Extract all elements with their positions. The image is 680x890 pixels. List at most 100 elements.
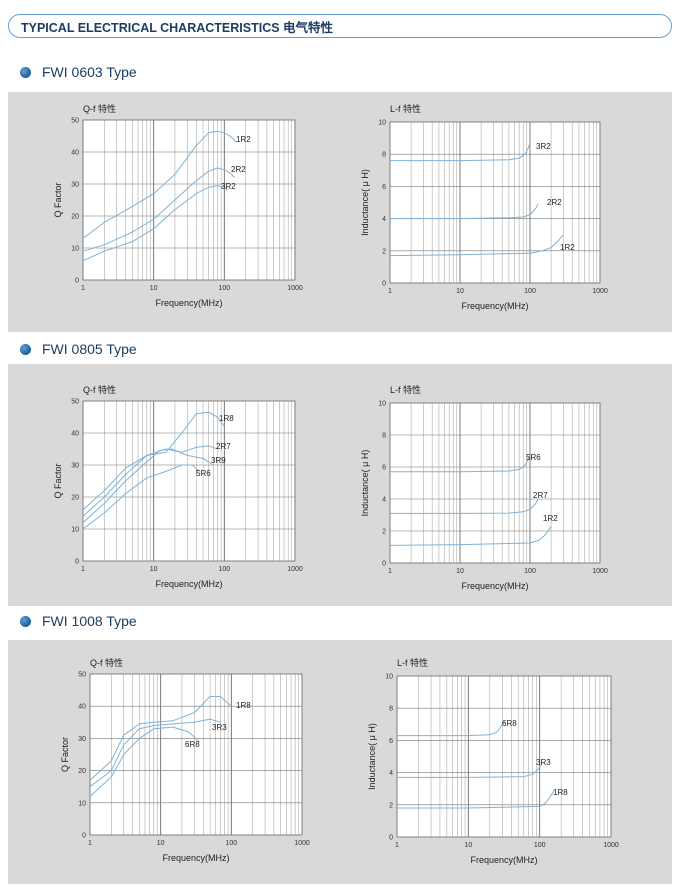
x-tick-label: 1000 [294,840,310,847]
series-label: 6R8 [502,719,517,728]
x-tick-label: 1 [81,285,85,292]
bullet-icon [20,343,31,355]
y-tick-label: 10 [78,800,86,807]
series-label: 2R7 [216,442,231,451]
page-header: TYPICAL ELECTRICAL CHARACTERISTICS 电气特性 [8,14,672,38]
x-tick-label: 1000 [592,288,608,295]
y-axis-label: Inductance( μ H) [360,169,370,236]
series-label: 1R8 [219,414,234,423]
series-line-3r3 [89,718,221,788]
series-line-6r8 [397,720,505,737]
y-axis-label: Q Factor [53,463,63,498]
section-title-label: FWI 0603 Type [42,64,137,80]
y-tick-label: 0 [75,278,79,285]
q-factor-chart: 0 10 20 30 40 50 1 10 100 1000 Q-f 特性 Frequency(MHz… [53,103,303,308]
x-tick-label: 100 [225,840,237,847]
inductance-chart: 0 2 4 6 8 10 1 10 100 1000 L-f 特性 Frequency(MHz) Ind… [367,657,619,865]
section-title-label: FWI 1008 Type [42,613,137,629]
series-line-1r8 [82,411,225,511]
x-tick-label: 100 [218,285,230,292]
series-label: 2R2 [547,198,562,207]
y-tick-label: 0 [389,835,393,842]
chart-title: L-f 特性 [390,384,421,395]
y-tick-label: 2 [389,802,393,809]
y-tick-label: 6 [382,184,386,191]
series-line-5r6 [390,454,531,473]
x-tick-label: 1 [388,568,392,575]
y-tick-label: 4 [389,770,393,777]
y-tick-label: 50 [78,672,86,679]
y-tick-label: 20 [71,214,79,221]
y-tick-label: 8 [382,152,386,159]
series-label: 3R2 [221,182,236,191]
x-tick-label: 10 [150,566,158,573]
x-axis-label: Frequency(MHz) [461,301,528,311]
y-tick-label: 30 [78,736,86,743]
x-tick-label: 1000 [287,566,303,573]
x-tick-label: 10 [456,288,464,295]
y-tick-label: 10 [71,527,79,534]
x-tick-label: 1000 [287,285,303,292]
y-tick-label: 6 [382,465,386,472]
chart-panel-0603: 0 10 20 30 40 50 1 10 100 1000 Q-f 特性 Frequency(MHz… [8,92,672,332]
chart-title: L-f 特性 [397,657,428,668]
y-tick-label: 20 [78,768,86,775]
q-factor-chart: 0 10 20 30 40 50 1 10 100 1000 Q-f 特性 Frequency(MHz… [60,657,310,863]
y-tick-label: 40 [71,150,79,157]
series-label: 1R2 [560,243,575,252]
series-line-2r7 [82,445,218,517]
series-line-3r3 [397,764,542,778]
series-line-1r2 [389,234,564,257]
chart-panel-0805: 0 10 20 30 40 50 1 10 100 1000 Q-f 特性 Frequency(MHz… [8,364,672,606]
series-label: 2R7 [533,491,548,500]
y-tick-label: 50 [71,399,79,406]
chart-title: Q-f 特性 [90,657,123,668]
x-tick-label: 100 [524,288,536,295]
chart-title: Q-f 特性 [83,384,116,395]
chart-panel-1008: 0 10 20 30 40 50 1 10 100 1000 Q-f 特性 Frequency(MHz… [8,640,672,884]
section-title-1008: FWI 1008 Type [20,613,137,629]
series-label: 6R8 [185,740,200,749]
series-label: 3R3 [212,723,227,732]
plot-area [389,402,601,564]
series-label: 2R2 [231,165,246,174]
series-label: 5R6 [196,469,211,478]
inductance-chart: 0 2 4 6 8 10 1 10 100 1000 L-f 特性 Frequency(MHz) Ind… [360,103,608,311]
y-tick-label: 20 [71,495,79,502]
plot-area [82,119,296,281]
y-tick-label: 10 [378,120,386,127]
y-tick-label: 8 [382,433,386,440]
x-tick-label: 1000 [592,568,608,575]
x-axis-label: Frequency(MHz) [461,581,528,591]
x-axis-label: Frequency(MHz) [470,855,537,865]
y-axis-label: Inductance( μ H) [367,723,377,790]
y-tick-label: 0 [75,559,79,566]
y-axis-label: Inductance( μ H) [360,450,370,517]
q-factor-chart: 0 10 20 30 40 50 1 10 100 1000 Q-f 特性 Frequency(MHz… [53,384,303,589]
x-tick-label: 100 [524,568,536,575]
y-tick-label: 2 [382,248,386,255]
y-tick-label: 30 [71,463,79,470]
y-tick-label: 0 [382,561,386,568]
y-tick-label: 40 [71,431,79,438]
y-tick-label: 40 [78,704,86,711]
series-label: 1R2 [543,514,558,523]
series-line-2r2 [82,167,236,252]
y-tick-label: 4 [382,497,386,504]
x-tick-label: 1 [388,288,392,295]
series-line-1r8 [89,696,232,781]
x-tick-label: 10 [464,842,472,849]
series-line-3r2 [390,142,531,162]
series-label: 3R2 [536,142,551,151]
x-tick-label: 1 [395,842,399,849]
y-tick-label: 6 [389,738,393,745]
series-line-2r2 [390,203,539,220]
y-tick-label: 10 [385,674,393,681]
page-title: TYPICAL ELECTRICAL CHARACTERISTICS 电气特性 [21,20,334,35]
series-label: 3R3 [536,758,551,767]
bullet-icon [20,615,31,627]
plot-area [396,675,612,838]
bullet-icon [20,66,31,78]
x-axis-label: Frequency(MHz) [162,853,229,863]
